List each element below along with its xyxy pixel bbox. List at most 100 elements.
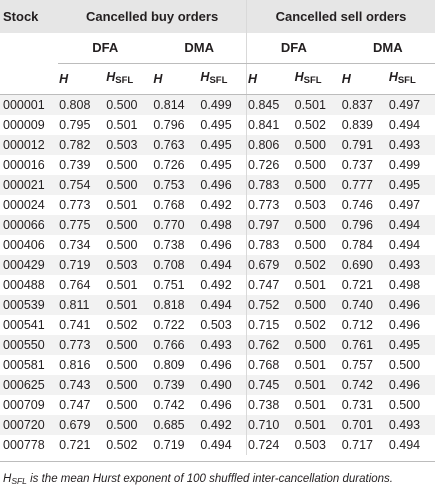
value-cell: 0.500 xyxy=(105,415,153,435)
value-cell: 0.496 xyxy=(199,395,247,415)
table-row: 000550 0.773 0.500 0.766 0.493 0.762 0.500 0.76… xyxy=(0,335,435,355)
value-cell: 0.502 xyxy=(293,255,341,275)
value-cell: 0.791 xyxy=(340,135,388,155)
stock-code-cell: 000009 xyxy=(0,115,59,135)
value-cell: 0.500 xyxy=(105,235,153,255)
value-cell: 0.500 xyxy=(105,395,153,415)
value-cell: 0.721 xyxy=(340,275,388,295)
col-header-hsfl: HSFL xyxy=(199,63,247,95)
stock-code-cell: 000541 xyxy=(0,315,59,335)
value-cell: 0.496 xyxy=(199,175,247,195)
table-row: 000066 0.775 0.500 0.770 0.498 0.797 0.500 0.79… xyxy=(0,215,435,235)
value-cell: 0.500 xyxy=(293,235,341,255)
value-cell: 0.503 xyxy=(105,135,153,155)
table-row: 000720 0.679 0.500 0.685 0.492 0.710 0.501 0.70… xyxy=(0,415,435,435)
stock-code-cell: 000488 xyxy=(0,275,59,295)
value-cell: 0.679 xyxy=(246,255,294,275)
value-cell: 0.492 xyxy=(199,195,247,215)
value-cell: 0.782 xyxy=(58,135,106,155)
value-cell: 0.501 xyxy=(293,395,341,415)
value-cell: 0.724 xyxy=(246,435,294,455)
value-cell: 0.740 xyxy=(340,295,388,315)
value-cell: 0.501 xyxy=(293,94,341,115)
method-header-buy-dfa: DFA xyxy=(58,33,153,64)
value-cell: 0.768 xyxy=(152,195,200,215)
value-cell: 0.501 xyxy=(293,355,341,375)
table-row: 000016 0.739 0.500 0.726 0.495 0.726 0.500 0.73… xyxy=(0,155,435,175)
value-cell: 0.739 xyxy=(58,155,106,175)
value-cell: 0.503 xyxy=(105,255,153,275)
value-cell: 0.839 xyxy=(340,115,388,135)
value-cell: 0.498 xyxy=(199,215,247,235)
value-cell: 0.497 xyxy=(387,195,435,215)
header-row-groups: Stock Cancelled buy orders Cancelled sel… xyxy=(0,0,435,33)
value-cell: 0.845 xyxy=(246,94,294,115)
table-row: 000021 0.754 0.500 0.753 0.496 0.783 0.500 0.77… xyxy=(0,175,435,195)
stock-code-cell: 000550 xyxy=(0,335,59,355)
stock-code-cell: 000581 xyxy=(0,355,59,375)
group-header-buy-label: Cancelled buy orders xyxy=(85,8,219,24)
value-cell: 0.747 xyxy=(246,275,294,295)
stock-code-cell: 000709 xyxy=(0,395,59,415)
header-spacer xyxy=(0,33,59,64)
value-cell: 0.500 xyxy=(105,215,153,235)
value-cell: 0.753 xyxy=(152,175,200,195)
value-cell: 0.690 xyxy=(340,255,388,275)
value-cell: 0.814 xyxy=(152,94,200,115)
value-cell: 0.747 xyxy=(58,395,106,415)
value-cell: 0.816 xyxy=(58,355,106,375)
value-cell: 0.496 xyxy=(199,355,247,375)
value-cell: 0.719 xyxy=(152,435,200,455)
value-cell: 0.738 xyxy=(246,395,294,415)
value-cell: 0.495 xyxy=(387,335,435,355)
col-header-h: H xyxy=(246,63,294,95)
value-cell: 0.499 xyxy=(199,94,247,115)
value-cell: 0.497 xyxy=(387,94,435,115)
value-cell: 0.500 xyxy=(293,335,341,355)
stock-code-cell: 000001 xyxy=(0,94,59,115)
value-cell: 0.679 xyxy=(58,415,106,435)
value-cell: 0.721 xyxy=(58,435,106,455)
value-cell: 0.501 xyxy=(105,115,153,135)
value-cell: 0.685 xyxy=(152,415,200,435)
value-cell: 0.808 xyxy=(58,94,106,115)
value-cell: 0.745 xyxy=(246,375,294,395)
value-cell: 0.500 xyxy=(293,155,341,175)
table-bottom-rule xyxy=(0,461,435,462)
table-row: 000406 0.734 0.500 0.738 0.496 0.783 0.500 0.78… xyxy=(0,235,435,255)
value-cell: 0.752 xyxy=(246,295,294,315)
method-header-sell-dma: DMA xyxy=(340,33,435,64)
col-header-hsfl: HSFL xyxy=(293,63,341,95)
stock-code-cell: 000778 xyxy=(0,435,59,455)
value-cell: 0.500 xyxy=(293,135,341,155)
stock-code-cell: 000539 xyxy=(0,295,59,315)
value-cell: 0.500 xyxy=(293,215,341,235)
value-cell: 0.494 xyxy=(199,255,247,275)
value-cell: 0.496 xyxy=(199,235,247,255)
value-cell: 0.502 xyxy=(105,435,153,455)
value-cell: 0.501 xyxy=(293,415,341,435)
stock-code-cell: 000429 xyxy=(0,255,59,275)
value-cell: 0.498 xyxy=(387,275,435,295)
value-cell: 0.837 xyxy=(340,94,388,115)
value-cell: 0.841 xyxy=(246,115,294,135)
stock-code-cell: 000406 xyxy=(0,235,59,255)
value-cell: 0.809 xyxy=(152,355,200,375)
value-cell: 0.763 xyxy=(152,135,200,155)
value-cell: 0.501 xyxy=(105,195,153,215)
value-cell: 0.726 xyxy=(246,155,294,175)
value-cell: 0.773 xyxy=(58,195,106,215)
value-cell: 0.500 xyxy=(387,355,435,375)
value-cell: 0.811 xyxy=(58,295,106,315)
value-cell: 0.762 xyxy=(246,335,294,355)
value-cell: 0.490 xyxy=(199,375,247,395)
value-cell: 0.783 xyxy=(246,175,294,195)
value-cell: 0.500 xyxy=(387,395,435,415)
col-header-h: H xyxy=(58,63,106,95)
table-row: 000001 0.808 0.500 0.814 0.499 0.845 0.501 0.83… xyxy=(0,94,435,115)
stock-column-header: Stock xyxy=(0,0,59,33)
table-row: 000009 0.795 0.501 0.796 0.495 0.841 0.502 0.83… xyxy=(0,115,435,135)
method-header-buy-dma: DMA xyxy=(152,33,247,64)
value-cell: 0.495 xyxy=(199,155,247,175)
value-cell: 0.743 xyxy=(58,375,106,395)
